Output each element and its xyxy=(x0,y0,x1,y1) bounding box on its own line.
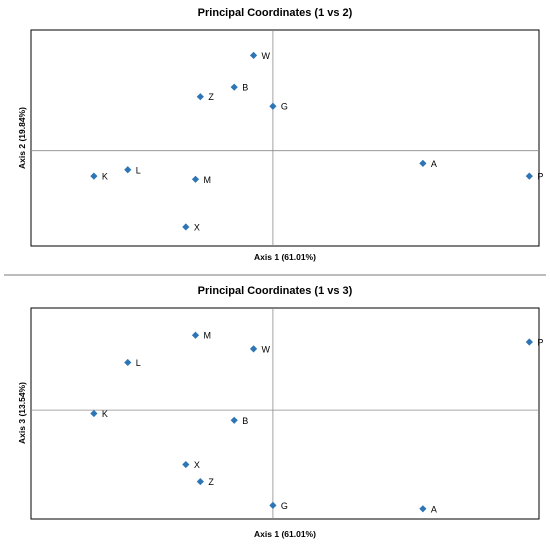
data-label-p: P xyxy=(537,172,543,182)
plot-area-1 xyxy=(30,29,540,247)
data-label-b: B xyxy=(242,83,248,93)
data-label-w: W xyxy=(262,51,271,61)
data-label-x: X xyxy=(194,460,200,470)
data-label-a: A xyxy=(431,159,437,169)
data-point-g xyxy=(269,501,277,509)
data-point-g xyxy=(269,102,277,110)
data-label-m: M xyxy=(203,175,211,185)
point-group-1: W B Z G A P K L M X xyxy=(90,51,543,232)
data-point-b xyxy=(230,83,238,91)
x-axis-label-2: Axis 1 (61.01%) xyxy=(254,529,316,539)
data-label-k: K xyxy=(102,172,108,182)
data-label-m: M xyxy=(203,331,211,341)
data-point-l xyxy=(124,358,132,367)
data-label-g: G xyxy=(281,501,288,511)
y-axis-label-1: Axis 2 (19.84%) xyxy=(17,107,27,169)
data-point-w xyxy=(249,51,258,60)
data-point-x xyxy=(182,223,190,231)
data-label-x: X xyxy=(194,222,200,232)
data-point-m xyxy=(191,175,200,183)
data-label-w: W xyxy=(262,344,271,354)
point-group-2: M W P L K B XZ G A xyxy=(90,331,543,514)
data-point-m xyxy=(191,331,200,339)
data-label-z: Z xyxy=(208,477,214,487)
data-label-b: B xyxy=(242,416,248,426)
data-point-p xyxy=(525,338,533,346)
chart-title-1: Principal Coordinates (1 vs 2) xyxy=(198,7,353,19)
data-label-l: L xyxy=(136,165,141,175)
data-point-z xyxy=(196,477,204,486)
data-point-a xyxy=(419,159,427,168)
chart-panel-1-vs-2: Principal Coordinates (1 vs 2) W B Z G A P K L M… xyxy=(17,7,543,262)
x-axis-label-1: Axis 1 (61.01%) xyxy=(254,252,316,262)
data-label-k: K xyxy=(102,409,108,419)
data-point-x xyxy=(182,460,190,469)
data-label-p: P xyxy=(537,338,543,348)
data-point-a xyxy=(419,505,427,513)
chart-title-2: Principal Coordinates (1 vs 3) xyxy=(198,285,353,297)
y-axis-label-2: Axis 3 (13.54%) xyxy=(17,382,27,444)
chart-panel-1-vs-3: Principal Coordinates (1 vs 3) M W P L K B XZ G… xyxy=(17,285,543,539)
data-point-k xyxy=(90,409,98,418)
data-label-a: A xyxy=(431,504,437,514)
data-point-l xyxy=(124,166,132,174)
plot-area-2 xyxy=(30,307,540,520)
data-point-b xyxy=(230,416,238,424)
data-point-k xyxy=(90,172,98,180)
data-point-w xyxy=(249,345,258,353)
data-label-z: Z xyxy=(208,92,214,102)
data-point-p xyxy=(525,172,533,180)
data-point-z xyxy=(196,93,204,101)
data-label-l: L xyxy=(136,358,141,368)
data-label-g: G xyxy=(281,102,288,112)
